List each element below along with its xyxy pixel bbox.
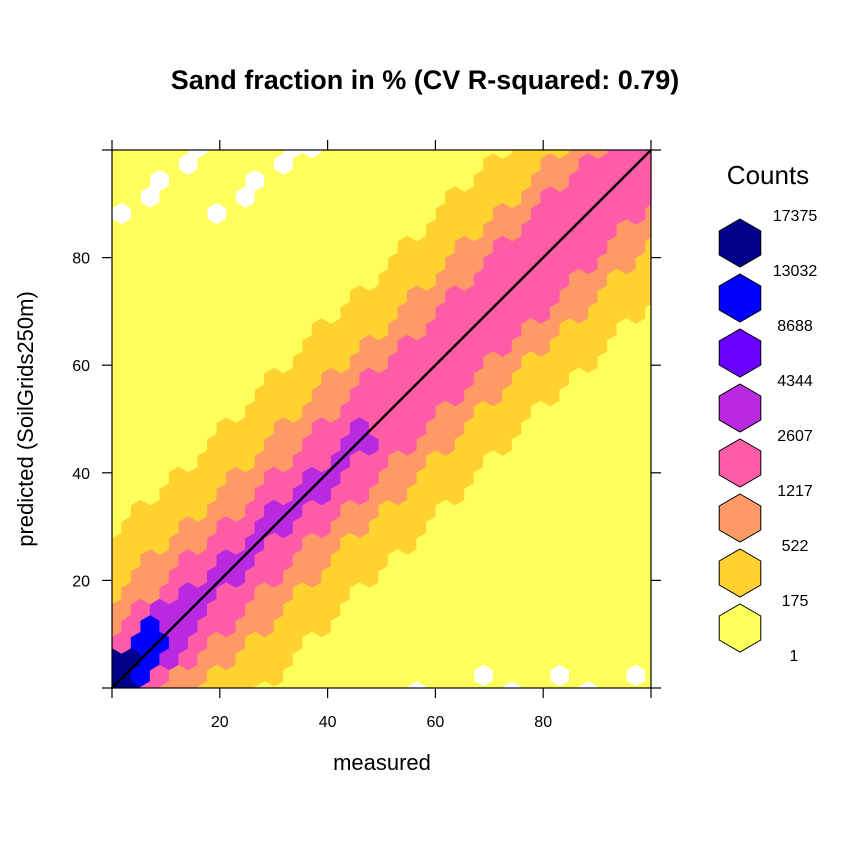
hex-cell (168, 150, 189, 159)
hex-cell (397, 150, 418, 159)
hex-cell (226, 150, 246, 159)
hex-cell (321, 150, 341, 159)
y-tick-label: 80 (72, 251, 90, 268)
x-axis-label: measured (333, 750, 431, 775)
legend-title: Counts (727, 160, 809, 190)
hex-cell (607, 150, 627, 159)
hex-cell (588, 150, 608, 159)
hex-cell (378, 150, 399, 159)
hex-cell (359, 150, 379, 159)
hex-cell (130, 150, 151, 159)
hex-cell (655, 384, 674, 406)
hex-cell (655, 648, 674, 670)
hex-cell (207, 150, 227, 159)
hex-cell (492, 150, 513, 159)
y-axis-label: predicted (SoilGrids250m) (13, 291, 38, 547)
hex-cell (655, 219, 674, 241)
legend-swatch (718, 548, 762, 598)
hex-cell (655, 153, 674, 175)
hex-cell (264, 150, 284, 159)
legend-break-label: 1217 (777, 483, 813, 500)
hex-cell (530, 150, 551, 159)
plot-frame (111, 149, 652, 689)
hex-cell (511, 150, 532, 159)
legend-break-label: 175 (782, 593, 809, 610)
legend-swatch (718, 383, 762, 433)
hex-cell (549, 150, 570, 159)
legend-break-label: 17375 (773, 208, 818, 225)
legend-break-label: 8688 (777, 318, 813, 335)
legend-break-label: 4344 (777, 373, 813, 390)
hex-cell (655, 450, 674, 472)
hex-cell (416, 150, 437, 159)
legend-break-label: 13032 (773, 263, 818, 280)
hex-cell (655, 351, 674, 373)
hex-cell (655, 516, 674, 538)
hex-cell (655, 483, 674, 505)
hex-cell (635, 680, 651, 688)
legend: Counts 17375 13032 8688 4344 2607 1217 522 175 1 (718, 160, 818, 665)
y-tick-label: 40 (72, 466, 90, 483)
y-tick-label: 60 (72, 358, 90, 375)
one-to-one-line (111, 149, 652, 689)
hex-cell (454, 150, 475, 159)
y-tick-label: 20 (72, 573, 90, 590)
legend-swatch (718, 438, 762, 488)
legend-swatch (718, 273, 762, 323)
legend-break-label: 1 (790, 648, 799, 665)
axis-ticks: 20 40 60 80 20 40 60 80 (72, 140, 661, 731)
legend-break-label: 522 (782, 538, 809, 555)
hex-cell (245, 150, 265, 159)
hex-cell (655, 285, 674, 307)
hexbin-cells (112, 150, 674, 688)
hex-cell (655, 549, 674, 571)
hex-cell (435, 150, 456, 159)
hex-cell (655, 417, 674, 439)
legend-swatch (718, 218, 762, 268)
legend-swatch (718, 328, 762, 378)
hex-cell (149, 150, 170, 159)
hex-cell (655, 615, 674, 637)
hex-cell (626, 150, 646, 159)
hex-cell (340, 150, 360, 159)
hex-cell (569, 150, 589, 159)
hex-cell (655, 582, 674, 604)
hex-cell (655, 318, 674, 340)
x-tick-label: 80 (534, 714, 552, 731)
hex-cell (655, 186, 674, 208)
x-tick-label: 40 (319, 714, 337, 731)
chart-title: Sand fraction in % (CV R-squared: 0.79) (171, 65, 680, 95)
hex-cell (112, 150, 132, 159)
hex-cell (473, 150, 494, 159)
legend-swatch (718, 603, 762, 653)
x-tick-label: 20 (211, 714, 229, 731)
hex-cell (655, 252, 674, 274)
x-tick-label: 60 (427, 714, 445, 731)
legend-break-label: 2607 (777, 428, 813, 445)
legend-swatch (718, 493, 762, 543)
